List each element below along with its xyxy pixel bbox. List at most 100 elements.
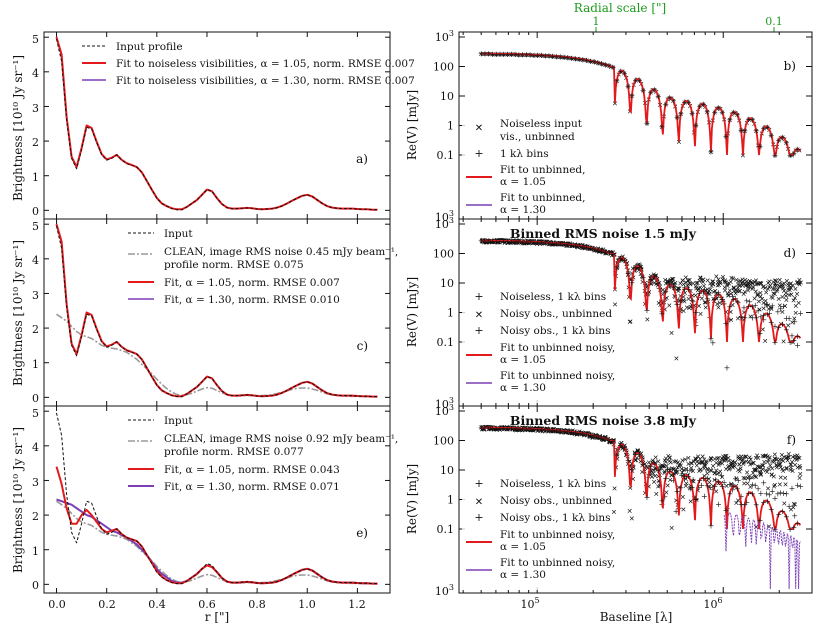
vis-black-marker: + (677, 297, 684, 306)
vis-black-marker: + (534, 238, 541, 247)
vis-cyan-marker: ✕ (723, 465, 729, 473)
vis-cyan-marker: ✕ (783, 290, 789, 298)
vis-cyan-marker: ✕ (765, 453, 771, 461)
vis-cyan-marker: ✕ (520, 51, 526, 59)
vis-cyan-marker: ✕ (697, 277, 703, 285)
vis-cyan-marker: ✕ (554, 53, 560, 61)
right-ytick-label-base: 1 (447, 307, 454, 320)
curve-e-clean (56, 500, 378, 585)
vis-cyan-marker: ✕ (638, 450, 644, 458)
vis-cyan-marker: ✕ (552, 428, 558, 436)
vis-grey-marker: + (673, 507, 680, 516)
right-ytick-label-base: 10 (435, 218, 449, 231)
vis-cyan-marker: ✕ (522, 51, 528, 59)
vis-cyan-marker: ✕ (754, 291, 760, 299)
vis-black-marker: + (546, 426, 553, 435)
vis-cyan-marker: ✕ (716, 480, 722, 488)
vis-cyan-marker: ✕ (747, 284, 753, 292)
ytick-c-0: 0 (32, 392, 39, 405)
vis-cyan-marker: ✕ (762, 337, 768, 345)
vis-cyan-marker: ✕ (647, 471, 653, 479)
vis-cyan-marker: ✕ (767, 462, 773, 470)
vis-cyan-marker: ✕ (739, 282, 745, 290)
vis-cyan-marker: ✕ (765, 280, 771, 288)
vis-cyan-marker: ✕ (763, 289, 769, 297)
vis-cyan-marker: ✕ (587, 58, 593, 66)
vis-black-marker: + (583, 56, 590, 65)
vis-cyan-marker: ✕ (653, 454, 659, 462)
vis-cyan-marker: ✕ (480, 51, 486, 59)
vis-cyan-marker: ✕ (781, 280, 787, 288)
vis-cyan-marker: ✕ (508, 51, 514, 59)
vis-cyan-marker: ✕ (653, 272, 659, 280)
vis-cyan-marker: ✕ (559, 54, 565, 62)
vis-cyan-marker: ✕ (701, 282, 707, 290)
vis-cyan-marker: ✕ (549, 241, 555, 249)
right-ytick-label: 10 (440, 464, 454, 477)
vis-black-marker: + (580, 242, 587, 251)
vis-black-marker: + (538, 238, 545, 247)
vis-cyan-marker: ✕ (495, 239, 501, 247)
vis-black-marker: + (523, 425, 530, 434)
ytick-c-1: 1 (32, 358, 39, 371)
vis-cyan-marker: ✕ (481, 239, 487, 247)
vis-cyan-marker: ✕ (497, 238, 503, 246)
vis-cyan-marker: ✕ (695, 487, 701, 495)
vis-cyan-marker: ✕ (771, 290, 777, 298)
vis-cyan-marker: ✕ (707, 286, 713, 294)
vis-cyan-marker: ✕ (590, 434, 596, 442)
vis-cyan-marker: ✕ (699, 459, 705, 467)
vis-cyan-marker: ✕ (603, 250, 609, 258)
curve-a-input (56, 38, 378, 211)
vis-cyan-marker: ✕ (760, 453, 766, 461)
vis-cyan-marker: ✕ (528, 427, 534, 435)
vis-cyan-marker: ✕ (729, 462, 735, 470)
vis-cyan-marker: ✕ (519, 238, 525, 246)
vis-grey-marker: + (760, 478, 767, 487)
vis-cyan-marker: ✕ (488, 426, 494, 434)
vis-black-marker: + (734, 485, 741, 494)
vis-cyan-marker: ✕ (714, 471, 720, 479)
vis-cyan-marker: ✕ (633, 457, 639, 465)
vis-cyan-marker: ✕ (691, 478, 697, 486)
vis-cyan-marker: ✕ (665, 280, 671, 288)
vis-cyan-marker: ✕ (728, 308, 734, 316)
ytick-e-0: 0 (32, 579, 39, 592)
left-xtick-3: 0.6 (198, 598, 216, 611)
vis-cyan-marker: ✕ (713, 460, 719, 468)
vis-cyan-marker: ✕ (620, 256, 626, 264)
vis-cyan-marker: ✕ (613, 452, 619, 460)
vis-cyan-marker: ✕ (639, 462, 645, 470)
panel-f-label: f) (787, 433, 796, 447)
vis-cyan-marker: ✕ (693, 456, 699, 464)
vis-black-marker: + (531, 51, 538, 60)
vis-cyan-marker: ✕ (480, 238, 486, 246)
vis-black-marker: + (640, 273, 647, 282)
vis-cyan-marker: ✕ (693, 285, 699, 293)
vis-cyan-marker: ✕ (630, 476, 636, 484)
vis-cyan-marker: ✕ (530, 240, 536, 248)
vis-black-marker: + (478, 50, 485, 59)
vis-cyan-marker: ✕ (685, 277, 691, 285)
vis-grey-marker: + (687, 484, 694, 493)
vis-cyan-marker: ✕ (763, 297, 769, 305)
vis-cyan-marker: ✕ (794, 455, 800, 463)
vis-cyan-marker: ✕ (750, 459, 756, 467)
vis-cyan-marker: ✕ (523, 239, 529, 247)
vis-black-marker: + (644, 119, 651, 128)
vis-cyan-marker: ✕ (749, 286, 755, 294)
legend-d-cyan-marker: ✕ (475, 310, 483, 321)
vis-cyan-marker: ✕ (571, 55, 577, 63)
vis-cyan-marker: ✕ (656, 300, 662, 308)
vis-cyan-marker: ✕ (735, 453, 741, 461)
vis-cyan-marker: ✕ (596, 247, 602, 255)
vis-cyan-marker: ✕ (570, 242, 576, 250)
vis-black-marker: + (542, 238, 549, 247)
vis-cyan-marker: ✕ (519, 427, 525, 435)
vis-cyan-marker: ✕ (768, 304, 774, 312)
ytick-a-2: 2 (32, 136, 39, 149)
legend-b-black-marker: + (474, 147, 483, 160)
vis-cyan-marker: ✕ (666, 457, 672, 465)
vis-cyan-marker: ✕ (669, 329, 675, 337)
vis-cyan-marker: ✕ (723, 456, 729, 464)
